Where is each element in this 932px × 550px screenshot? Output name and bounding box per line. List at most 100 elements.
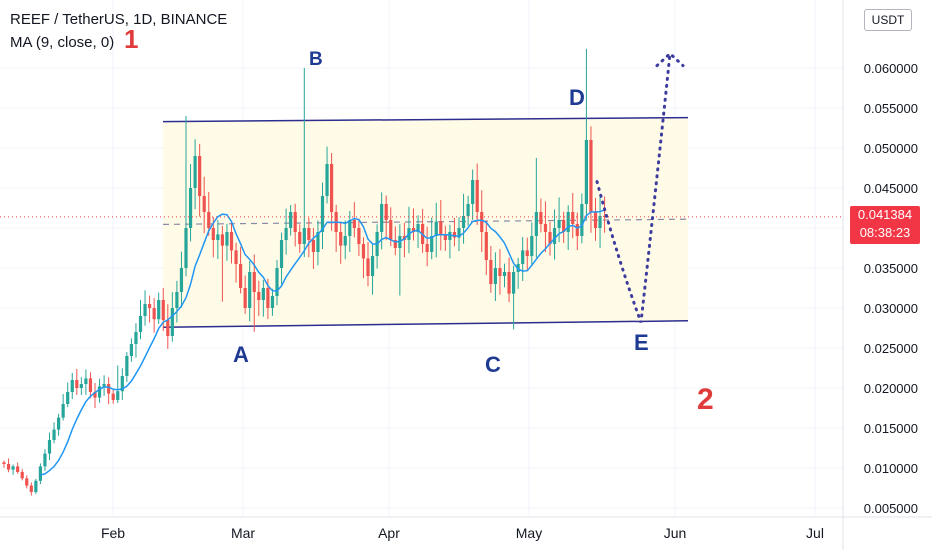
indicator-legend[interactable]: MA (9, close, 0) [10,34,115,51]
candle-body [102,384,106,387]
candle-body [120,376,124,392]
candle-body [430,236,434,252]
candle-body [448,232,452,240]
candle-body [434,221,438,236]
candle-body [275,268,279,296]
candle-body [157,300,161,320]
candle-body [38,466,42,481]
projection-arrowhead [655,51,685,68]
candle-body [170,308,174,336]
candle-body [493,268,497,284]
candle-body [293,212,297,232]
candle-body [361,244,366,259]
candle-body [116,391,120,400]
candle-body [143,304,147,316]
candle-body [575,224,579,236]
candle-body [512,272,516,294]
price-tick-label: 0.050000 [864,141,918,156]
candle-body [25,478,29,486]
candle-body [198,156,202,196]
candle-body [393,240,397,248]
candle-body [61,404,65,418]
candle-body [557,220,561,228]
price-scale[interactable]: 0.005000 0.010000 0.015000 0.020000 0.025000… [864,61,918,516]
candle-body [539,212,543,224]
candle-body [29,485,33,492]
candle-body [34,480,38,492]
candle-body [525,250,529,256]
candle-body [66,392,70,404]
price-tick-label: 0.055000 [864,101,918,116]
candle-body [316,232,320,252]
candle-body [248,272,252,308]
candle-body [357,228,361,244]
candle-body [330,164,334,212]
candle-body [216,234,220,240]
candle-body [352,220,356,228]
candle-body [179,268,184,292]
candle-body [593,212,598,228]
annotation-mark-2: 2 [697,383,714,416]
channel-bottom-line [162,320,689,328]
candle-body [534,212,538,236]
candle-body [580,204,584,236]
point-b-label: B [309,49,323,70]
point-a-label: A [233,342,249,367]
candle-body [175,292,179,308]
candle-body [261,288,265,300]
candle-body [107,384,111,394]
candle-body [75,380,79,388]
candle-body [148,304,152,308]
price-tick-label: 0.030000 [864,301,918,316]
symbol-title[interactable]: REEF / TetherUS, 1D, BINANCE [10,11,228,28]
price-tick-label: 0.045000 [864,181,918,196]
candle-body [266,288,270,308]
time-tick-label: Mar [231,525,255,541]
candle-body [152,308,156,320]
candle-body [343,236,347,246]
candle-body [502,272,507,276]
candle-body [234,250,238,264]
candle-body [466,204,470,216]
candle-body [589,140,593,212]
candle-body [184,228,188,268]
candle-body [302,228,306,244]
candle-body [161,300,165,320]
candle-body [138,316,143,332]
candle-body [279,240,284,268]
candle-body [530,236,534,256]
price-tick-label: 0.035000 [864,261,918,276]
candle-body [543,224,548,232]
candle-body [289,212,293,228]
candle-body [552,228,557,244]
candle-body [257,292,261,300]
candle-body [207,212,211,228]
candle-body [598,216,602,228]
countdown-value: 08:38:23 [859,225,911,240]
candle-body [225,232,229,246]
time-scale[interactable]: Feb Mar Apr May Jun Jul [101,525,824,541]
candle-body [398,236,402,248]
candle-body [188,188,193,228]
candle-body [229,232,234,251]
candle-body [129,344,133,356]
candle-body [298,232,302,244]
candle-body [384,204,388,220]
time-tick-label: Feb [101,525,125,541]
candle-body [389,220,393,240]
candle-body [416,224,420,232]
candle-body [348,220,352,236]
candle-body [380,204,384,232]
price-tick-label: 0.060000 [864,61,918,76]
projection-path [595,52,672,323]
candle-body [411,228,416,232]
candle-body [243,288,247,308]
candle-body [202,196,206,212]
candles [2,48,607,496]
candle-body [125,356,129,376]
candle-body [16,466,20,472]
candle-body [20,472,24,479]
candle-body [284,228,288,240]
currency-button[interactable]: USDT [864,9,912,31]
